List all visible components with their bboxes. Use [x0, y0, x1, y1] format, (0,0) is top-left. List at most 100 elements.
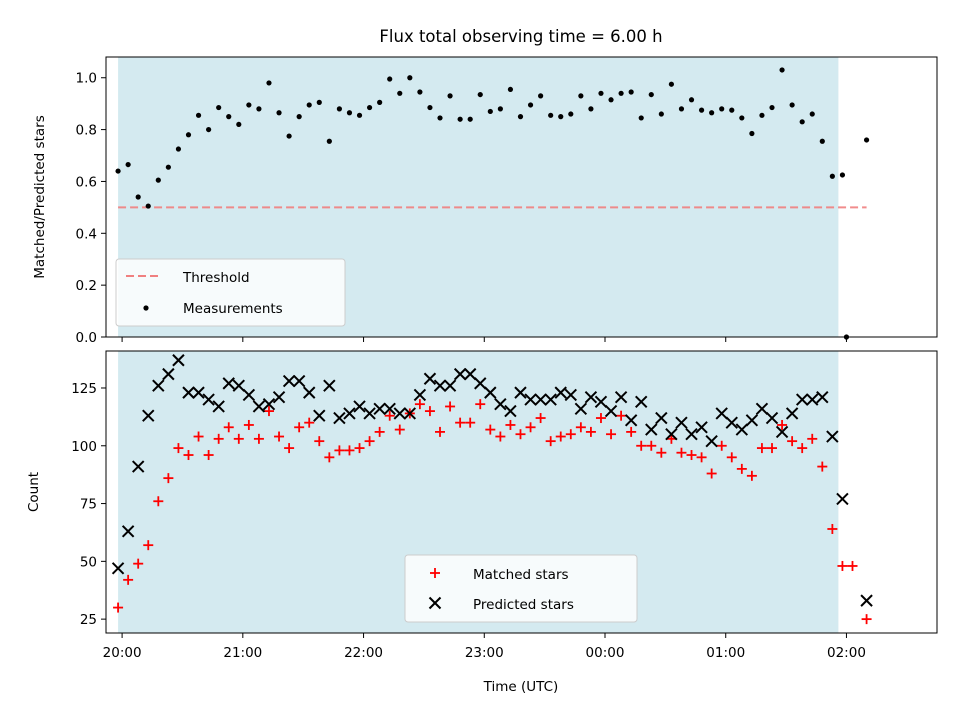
predicted-stars-point: [685, 428, 698, 441]
measurement-point: [819, 138, 825, 144]
measurement-point: [286, 133, 292, 139]
matched-stars-point: [475, 399, 486, 410]
measurement-point: [377, 99, 383, 105]
measurement-point: [688, 97, 695, 103]
measurement-point: [779, 67, 785, 73]
x-tick-label: 23:00: [465, 645, 504, 661]
matched-stars-point: [233, 433, 244, 444]
measurement-point: [759, 112, 765, 118]
matched-stars-point: [203, 450, 214, 461]
matched-stars-point: [394, 424, 405, 435]
matched-stars-point: [505, 419, 516, 430]
legend-measurements-label: Measurements: [183, 301, 283, 317]
matched-stars-point: [223, 422, 234, 433]
matched-stars-point: [485, 424, 496, 435]
measurement-point: [175, 146, 182, 152]
predicted-stars-point: [584, 391, 598, 404]
count-legend: Matched stars Predicted stars: [404, 554, 638, 623]
predicted-stars-point: [655, 411, 668, 425]
predicted-stars-point: [313, 409, 326, 422]
matched-stars-point: [706, 468, 717, 479]
measurement-point: [346, 110, 353, 116]
measurement-point: [668, 81, 675, 87]
matched-stars-point: [656, 447, 667, 458]
matched-stars-point: [646, 440, 657, 451]
predicted-stars-point: [826, 430, 839, 443]
matched-stars-point: [555, 431, 566, 442]
ratio-legend-box: [115, 258, 346, 327]
matched-stars-point: [736, 463, 747, 474]
measurement-point: [809, 111, 815, 117]
measurement-point: [356, 112, 363, 118]
measurement-point: [729, 107, 735, 113]
matched-stars-point: [324, 452, 335, 463]
predicted-stars-point: [484, 386, 497, 399]
matched-stars-point: [384, 410, 395, 421]
measurement-point: [306, 102, 312, 108]
measurement-point: [588, 106, 594, 112]
predicted-stars-point: [353, 400, 366, 413]
predicted-stars-point: [152, 379, 165, 392]
predicted-stars-point: [705, 434, 718, 448]
count-axes-frame: [105, 350, 938, 634]
matched-stars-point: [525, 422, 536, 433]
matched-stars-point: [354, 443, 365, 454]
predicted-stars-point: [574, 402, 588, 415]
matched-stars-point: [746, 470, 757, 481]
predicted-stars-point: [172, 354, 185, 367]
measurement-point: [125, 161, 131, 168]
predicted-stars-point: [624, 414, 638, 427]
measurement-point: [578, 93, 584, 99]
measurement-point: [638, 115, 644, 121]
count-legend-box: [404, 554, 638, 623]
chart-title: Flux total observing time = 6.00 h: [379, 27, 662, 46]
predicted-stars-point: [725, 416, 738, 429]
matched-stars-point: [575, 422, 586, 433]
matched-stars-point: [847, 560, 858, 571]
y-tick-label: 1.0: [76, 71, 97, 87]
predicted-stars-point: [192, 386, 205, 399]
matched-stars-point: [263, 406, 274, 417]
matched-stars-point: [163, 473, 174, 484]
ratio-y-axis-ticks: 0.0 0.2 0.4 0.6 0.8 1.0: [76, 71, 106, 346]
matched-stars-point: [133, 558, 144, 569]
matched-stars-point: [344, 445, 355, 456]
predicted-stars-point: [675, 416, 688, 429]
x-tick-label: 21:00: [223, 645, 262, 661]
matched-stars-point: [716, 440, 727, 451]
matched-stars-point: [595, 413, 606, 424]
predicted-stars-point: [182, 386, 195, 399]
predicted-stars-point: [262, 397, 276, 411]
predicted-stars-point: [554, 386, 567, 399]
measurement-point: [447, 93, 453, 99]
measurement-point: [437, 115, 443, 121]
predicted-stars-point: [494, 397, 507, 411]
measurement-point: [497, 106, 503, 112]
predicted-stars-point: [504, 404, 517, 418]
matched-stars-point: [173, 443, 184, 454]
predicted-stars-point: [635, 395, 648, 409]
count-y-axis-ticks: 25 50 75 100 125: [71, 381, 106, 628]
matched-stars-point: [304, 417, 315, 428]
predicted-stars-point: [795, 393, 809, 406]
predicted-stars-point: [363, 407, 376, 420]
matched-stars-point: [253, 433, 264, 444]
predicted-stars-point: [252, 400, 266, 413]
matched-stars-point: [465, 417, 476, 428]
measurement-point: [618, 90, 624, 96]
matched-stars-point: [807, 433, 818, 444]
predicted-stars-point: [222, 377, 235, 390]
predicted-stars-point: [162, 367, 175, 381]
measurement-point: [216, 104, 222, 111]
legend-matched-label: Matched stars: [473, 567, 569, 583]
measurement-point: [387, 76, 393, 82]
matched-stars-point: [626, 426, 637, 437]
measurement-point: [256, 106, 262, 112]
measurement-point: [789, 102, 795, 108]
measurement-point: [598, 90, 604, 96]
matched-stars-point: [435, 426, 446, 437]
matched-stars-point: [243, 419, 254, 430]
x-tick-label: 02:00: [827, 645, 866, 661]
predicted-stars-point: [614, 391, 628, 404]
